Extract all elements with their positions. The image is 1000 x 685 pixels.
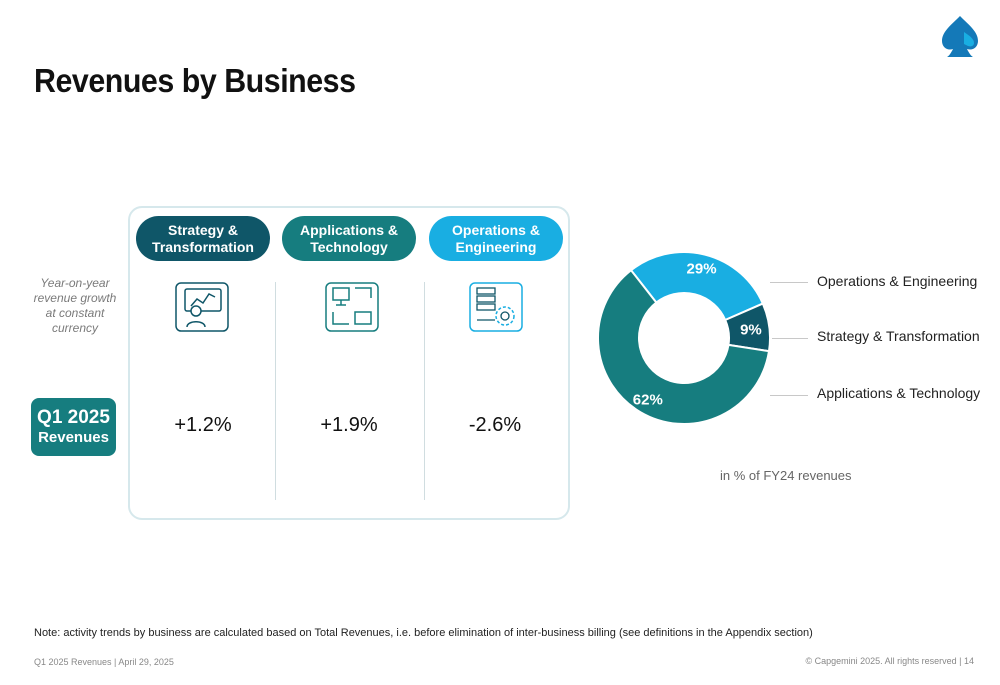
footnote: Note: activity trends by business are ca… xyxy=(34,627,813,639)
donut-data-label: 62% xyxy=(633,392,663,409)
legend-operations-engineering: Operations & Engineering xyxy=(817,273,978,289)
legend-leader-line xyxy=(770,395,808,396)
revenue-share-donut-chart: 29% 9% 62% xyxy=(597,251,771,425)
pill-operations-engineering: Operations & Engineering xyxy=(429,216,563,261)
page-title: Revenues by Business xyxy=(34,62,356,99)
column-divider xyxy=(275,282,276,500)
legend-leader-line xyxy=(772,338,808,339)
footer-right: © Capgemini 2025. All rights reserved | … xyxy=(805,656,974,666)
donut-slice-operations-engineering xyxy=(629,251,765,322)
column-divider xyxy=(424,282,425,500)
legend-leader-line xyxy=(770,282,808,283)
donut-data-label: 9% xyxy=(740,321,762,338)
chart-caption: in % of FY24 revenues xyxy=(720,468,852,483)
growth-strategy-transformation: +1.2% xyxy=(174,414,232,436)
operations-icon xyxy=(469,282,523,332)
row-label: Year-on-year revenue growth at constant … xyxy=(33,276,117,335)
growth-applications-technology: +1.9% xyxy=(320,414,378,436)
growth-operations-engineering: -2.6% xyxy=(468,414,522,436)
pill-applications-technology: Applications & Technology xyxy=(282,216,416,261)
growth-panel xyxy=(128,206,570,520)
pill-strategy-transformation: Strategy & Transformation xyxy=(136,216,270,261)
period-badge: Q1 2025 Revenues xyxy=(31,398,116,456)
footer-left: Q1 2025 Revenues | April 29, 2025 xyxy=(34,657,174,667)
capgemini-logo xyxy=(942,16,978,57)
pill-label: Applications & Technology xyxy=(299,221,398,255)
donut-slice-applications-technology xyxy=(597,268,771,425)
applications-icon xyxy=(325,282,379,332)
legend-strategy-transformation: Strategy & Transformation xyxy=(817,328,980,344)
legend-applications-technology: Applications & Technology xyxy=(817,385,981,401)
period-badge-line1: Q1 2025 xyxy=(37,407,110,428)
pill-label: Operations & Engineering xyxy=(452,221,540,255)
strategy-icon xyxy=(175,282,229,332)
donut-data-label: 29% xyxy=(687,261,717,278)
pill-label: Strategy & Transformation xyxy=(152,221,254,255)
period-badge-line2: Revenues xyxy=(38,429,109,446)
